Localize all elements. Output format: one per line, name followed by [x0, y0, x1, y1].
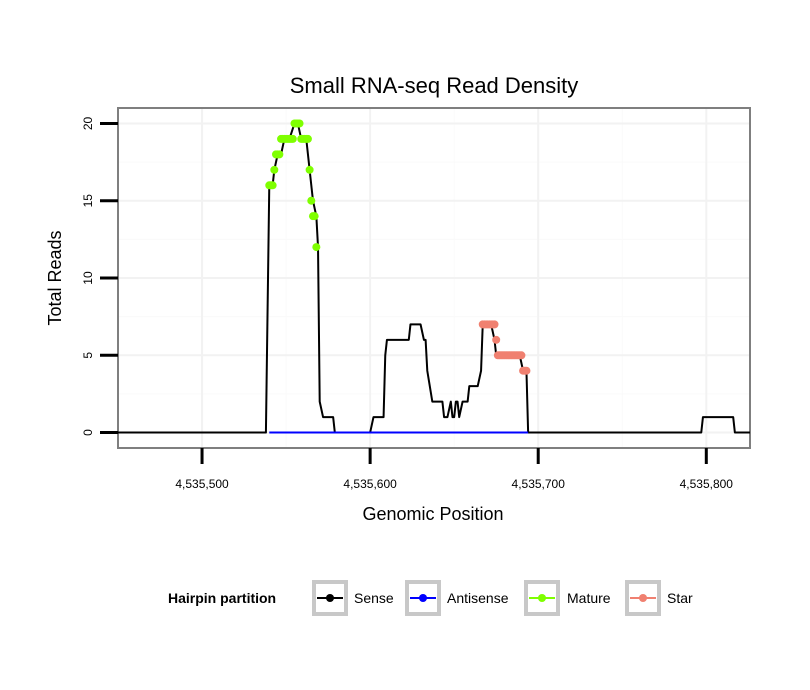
series-layer	[118, 119, 750, 434]
star-point	[492, 335, 501, 344]
y-tick-label: 5	[81, 352, 95, 359]
mature-point	[305, 165, 314, 174]
y-tick-label: 0	[81, 429, 95, 436]
y-tick-label: 10	[81, 271, 95, 285]
legend-label-sense: Sense	[354, 590, 394, 606]
legend-label-star: Star	[667, 590, 693, 606]
x-tick-label: 4,535,600	[343, 477, 397, 491]
legend-point-antisense	[419, 594, 427, 602]
y-axis: 0 5 10 15 20	[81, 116, 118, 436]
x-axis-title: Genomic Position	[362, 504, 503, 524]
gridlines	[119, 109, 749, 447]
y-axis-title: Total Reads	[45, 230, 65, 325]
mature-point	[303, 134, 312, 143]
mature-point	[307, 196, 316, 205]
star-point	[517, 351, 526, 360]
legend: Hairpin partition Sense Antisense Mature St…	[168, 580, 693, 616]
legend-title: Hairpin partition	[168, 590, 276, 606]
legend-label-mature: Mature	[567, 590, 611, 606]
star-point	[522, 366, 531, 375]
mature-point	[295, 119, 304, 128]
legend-point-star	[639, 594, 647, 602]
mature-point	[275, 150, 284, 159]
y-tick-label: 20	[81, 116, 95, 130]
y-tick-label: 15	[81, 194, 95, 208]
mature-point	[270, 165, 279, 174]
mature-point	[312, 243, 321, 252]
legend-point-sense	[326, 594, 334, 602]
x-tick-label: 4,535,700	[512, 477, 566, 491]
star-point	[490, 320, 499, 329]
x-axis: 4,535,500 4,535,600 4,535,700 4,535,800	[175, 448, 733, 491]
legend-label-antisense: Antisense	[447, 590, 509, 606]
legend-point-mature	[538, 594, 546, 602]
mature-point	[310, 212, 319, 221]
chart-title: Small RNA-seq Read Density	[290, 73, 579, 98]
x-tick-label: 4,535,500	[175, 477, 229, 491]
x-tick-label: 4,535,800	[680, 477, 734, 491]
mature-point	[288, 134, 297, 143]
mature-point	[268, 181, 277, 190]
